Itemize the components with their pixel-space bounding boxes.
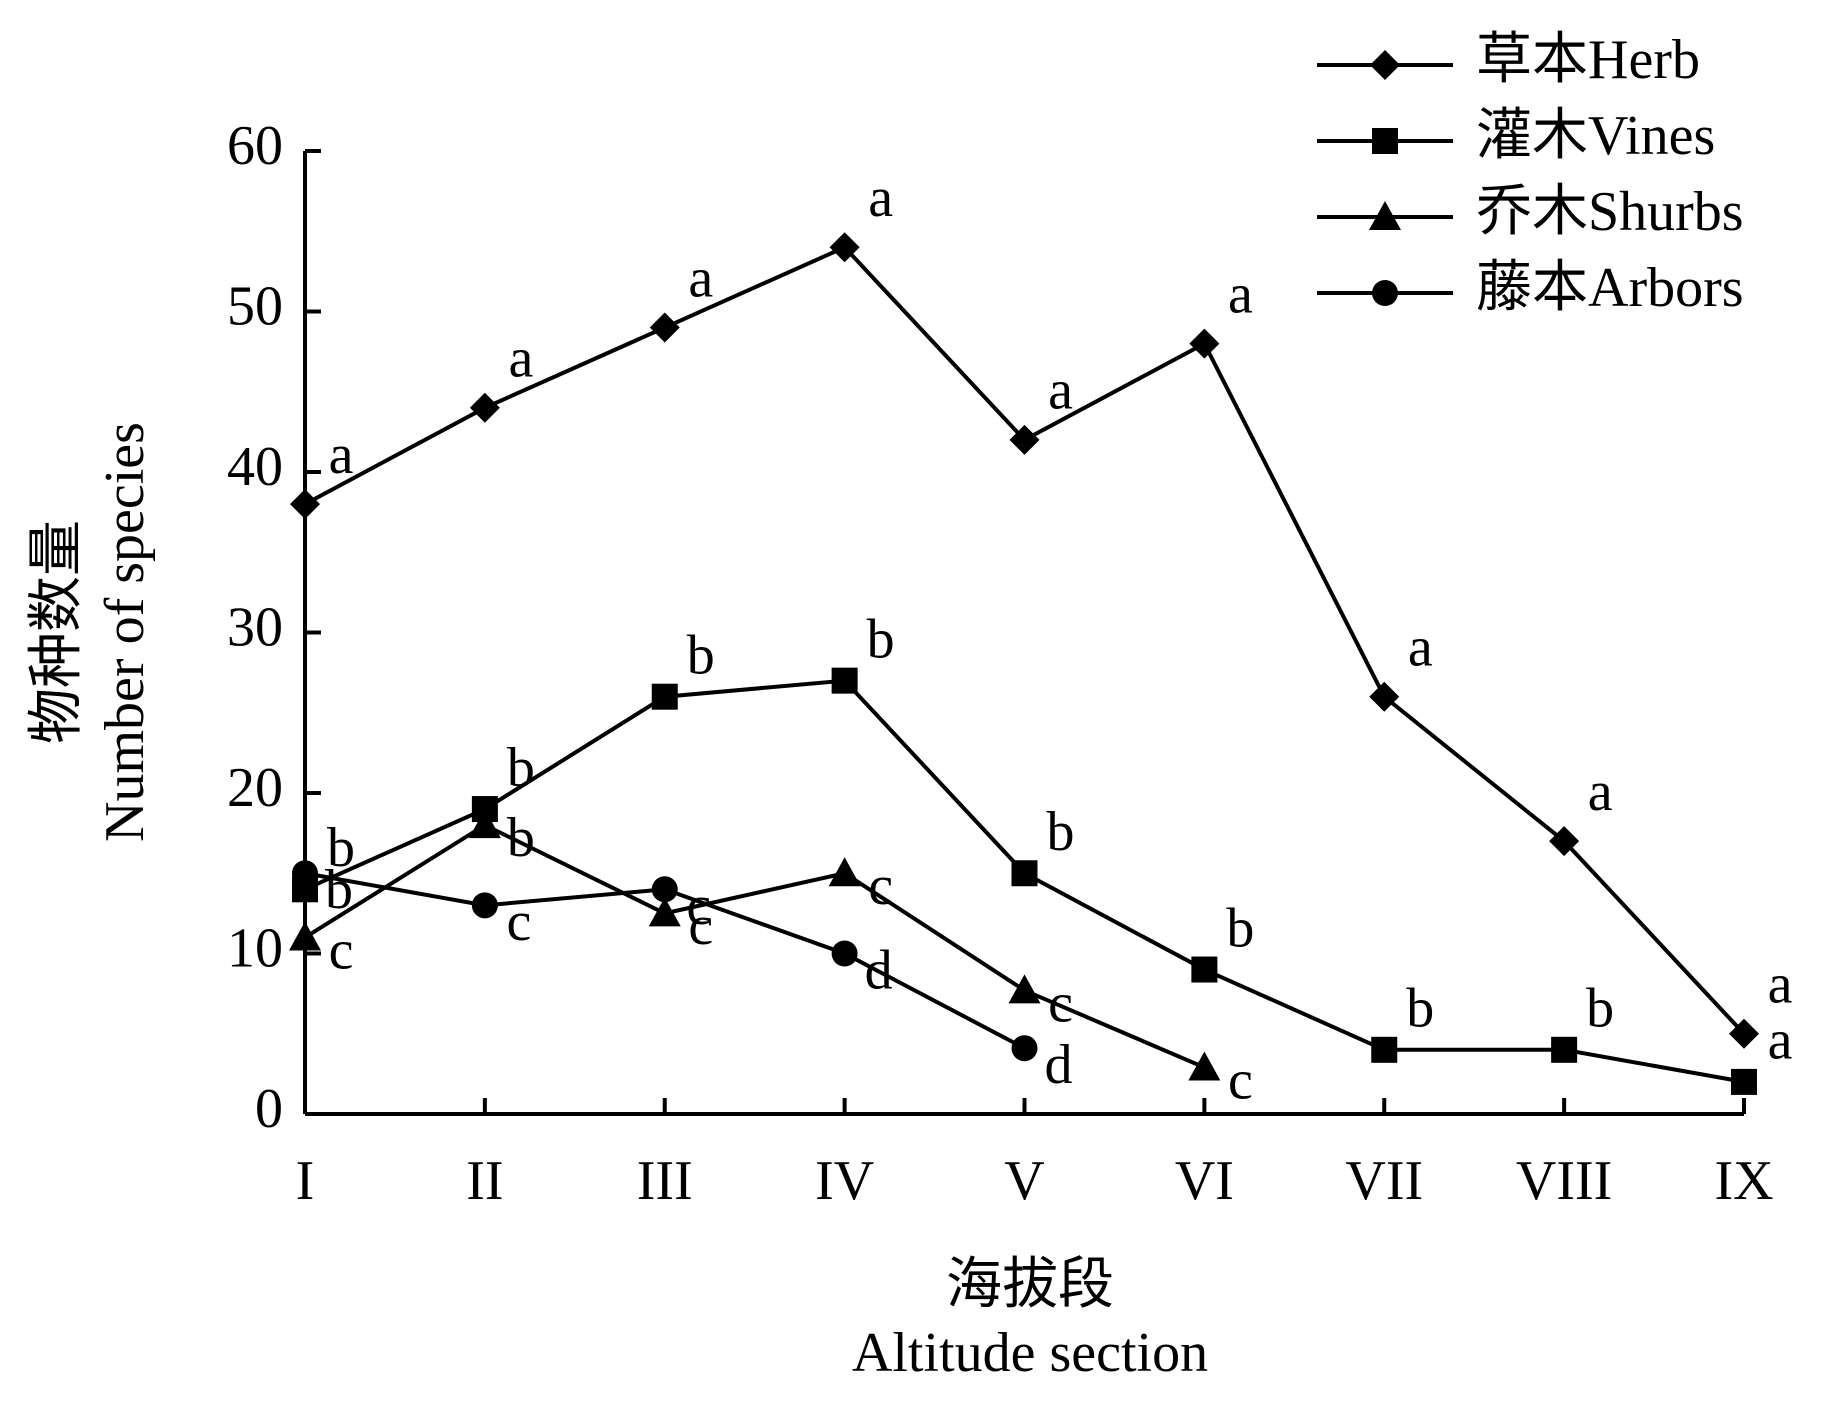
significance-letter: a [1228, 263, 1253, 325]
y-tick-label: 10 [227, 917, 283, 979]
marker [468, 809, 501, 839]
marker [1372, 280, 1398, 306]
significance-letter: a [1408, 617, 1433, 679]
significance-letter: a [329, 424, 354, 486]
marker [1372, 128, 1398, 154]
marker [651, 876, 678, 903]
y-tick-label: 60 [227, 115, 283, 177]
y-tick-label: 30 [227, 596, 283, 658]
x-tick-label: VI [1175, 1150, 1234, 1212]
marker [648, 897, 681, 927]
marker [292, 860, 318, 887]
significance-letter: d [865, 939, 893, 1001]
significance-letter: b [1586, 978, 1614, 1040]
significance-letter: c [686, 875, 711, 937]
x-tick-label: III [637, 1150, 693, 1212]
y-tick-label: 20 [227, 757, 283, 819]
significance-letter: b [325, 859, 353, 921]
x-tick-label: IX [1714, 1150, 1773, 1212]
marker [1369, 681, 1400, 712]
legend-label: 灌木Vines [1476, 105, 1715, 167]
significance-letter: a [1768, 954, 1793, 1016]
y-axis-title: Number of species [94, 422, 156, 842]
x-tick-label: VII [1345, 1150, 1423, 1212]
x-tick-label: IV [815, 1150, 874, 1212]
marker [1370, 50, 1400, 80]
significance-letter: c [1228, 1049, 1253, 1111]
marker [649, 312, 680, 343]
marker [469, 392, 500, 423]
x-tick-label: II [466, 1150, 503, 1212]
marker [651, 683, 678, 710]
marker [1549, 826, 1580, 857]
marker [1551, 1036, 1578, 1063]
x-tick-label: VIII [1516, 1150, 1612, 1212]
marker [289, 921, 321, 951]
marker [1191, 956, 1218, 983]
significance-letter: b [867, 608, 895, 670]
x-tick-label: V [1004, 1150, 1044, 1212]
y-tick-label: 40 [227, 436, 283, 498]
significance-letter: b [507, 737, 535, 799]
y-tick-label: 0 [255, 1078, 283, 1140]
legend-label: 乔木Shurbs [1476, 181, 1744, 243]
significance-letter: d [1045, 1034, 1073, 1096]
significance-letter: a [508, 328, 533, 390]
x-axis-title: Altitude section [852, 1322, 1208, 1384]
significance-letter: a [1048, 360, 1073, 422]
series-line [303, 822, 1206, 1070]
marker [1731, 1068, 1757, 1095]
significance-letter: a [1768, 1010, 1793, 1072]
significance-letter: b [1226, 897, 1254, 959]
marker [471, 892, 498, 919]
marker [1189, 328, 1220, 359]
significance-letter: b [327, 817, 355, 879]
marker [829, 232, 860, 263]
marker [1008, 974, 1041, 1004]
significance-letter: a [1588, 761, 1613, 823]
significance-letter: b [1047, 801, 1075, 863]
significance-letter: a [868, 167, 893, 229]
x-axis-title: 海拔段 [946, 1254, 1114, 1316]
significance-letter: b [507, 807, 535, 869]
significance-letter: b [687, 625, 715, 687]
marker [1011, 860, 1038, 887]
significance-letter: a [688, 247, 713, 309]
marker [1188, 1051, 1221, 1081]
marker [1371, 1036, 1398, 1063]
significance-letter: c [329, 919, 354, 981]
marker [1369, 201, 1401, 230]
marker [831, 940, 858, 967]
significance-letter: b [1406, 978, 1434, 1040]
legend-label: 藤本Arbors [1476, 257, 1744, 319]
marker [831, 667, 858, 694]
y-axis-title: 物种数量 [26, 520, 88, 744]
marker [1009, 424, 1040, 455]
legend-label: 草本Herb [1476, 29, 1700, 91]
marker [828, 857, 861, 887]
significance-letter: c [506, 891, 531, 953]
x-tick-label: I [296, 1150, 315, 1212]
marker [1011, 1035, 1038, 1062]
marker [1729, 1018, 1759, 1049]
significance-letter: c [1048, 972, 1073, 1034]
significance-letter: c [868, 855, 893, 917]
y-tick-label: 50 [227, 275, 283, 337]
marker [290, 489, 320, 520]
